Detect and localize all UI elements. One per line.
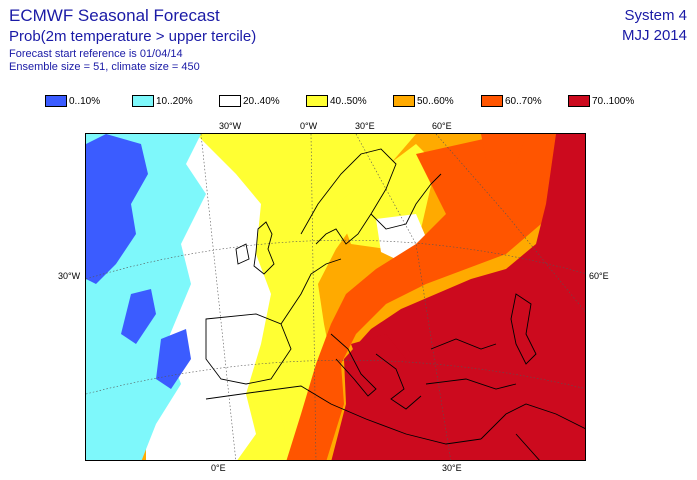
legend-item-4: 50..60% xyxy=(393,95,454,107)
legend-label: 50..60% xyxy=(417,95,454,107)
legend-label: 60..70% xyxy=(505,95,542,107)
legend-item-0: 0..10% xyxy=(45,95,100,107)
legend-label: 20..40% xyxy=(243,95,280,107)
legend-label: 70..100% xyxy=(592,95,635,107)
legend-swatch xyxy=(45,95,67,107)
coord-top-0w: 0°W xyxy=(300,121,318,131)
map-title: ECMWF Seasonal Forecast xyxy=(9,6,220,25)
coastlines xyxy=(205,148,585,460)
forecast-map xyxy=(85,133,586,461)
coord-left-30w: 30°W xyxy=(58,271,81,281)
coord-bottom-0e: 0°E xyxy=(211,463,226,473)
legend-item-5: 60..70% xyxy=(481,95,542,107)
region-60-70-north xyxy=(481,134,526,164)
map-canvas xyxy=(86,134,585,460)
legend-swatch xyxy=(306,95,328,107)
legend-item-1: 10..20% xyxy=(132,95,193,107)
region-0-10-south xyxy=(156,329,191,389)
coord-top-30e: 30°E xyxy=(355,121,375,131)
map-subtitle: Prob(2m temperature > upper tercile) xyxy=(9,28,257,45)
legend-item-6: 70..100% xyxy=(568,95,634,107)
system-label: System 4 xyxy=(624,7,687,24)
legend-label: 0..10% xyxy=(69,95,101,107)
legend-item-2: 20..40% xyxy=(219,95,280,107)
coord-top-60e: 60°E xyxy=(432,121,452,131)
region-60-70 xyxy=(286,134,556,460)
coord-right-60e: 60°E xyxy=(589,271,609,281)
region-70-100-adriatic xyxy=(351,334,406,394)
period-label: MJJ 2014 xyxy=(621,27,687,44)
coord-bottom-30e: 30°E xyxy=(442,463,462,473)
graticule xyxy=(86,134,585,460)
start-reference: Forecast start reference is 01/04/14 xyxy=(9,48,183,60)
legend-label: 40..50% xyxy=(330,95,367,107)
coord-top-30w: 30°W xyxy=(219,121,242,131)
ensemble-size: Ensemble size = 51, climate size = 450 xyxy=(9,61,200,73)
legend-swatch xyxy=(568,95,590,107)
region-0-10-north xyxy=(86,134,148,284)
legend-swatch xyxy=(481,95,503,107)
legend-label: 10..20% xyxy=(156,95,193,107)
legend-swatch xyxy=(393,95,415,107)
legend-swatch xyxy=(219,95,241,107)
legend: 0..10% 10..20% 20..40% 40..50% 50..60% 6… xyxy=(0,95,697,109)
region-0-10-mid xyxy=(121,289,156,344)
legend-swatch xyxy=(132,95,154,107)
legend-item-3: 40..50% xyxy=(306,95,367,107)
